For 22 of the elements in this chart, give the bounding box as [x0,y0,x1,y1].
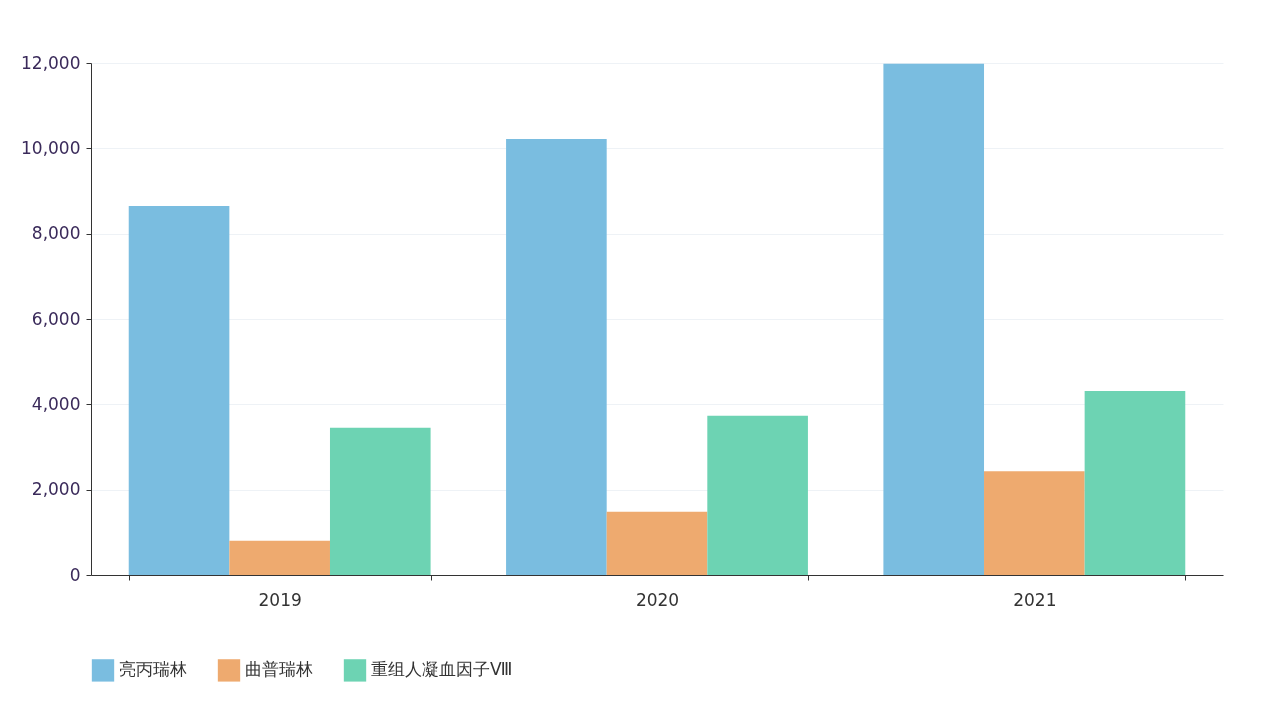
bar [606,511,708,575]
bar [329,427,431,575]
y-tick-label: 2,000 [31,479,81,500]
bar [883,63,985,575]
y-tick-label: 10,000 [21,137,81,158]
y-tick-label: 6,000 [31,308,81,329]
x-tick-label: 2020 [635,589,680,610]
x-tick-label: 2021 [1013,589,1057,610]
legend-label: 曲普瑞林 [245,659,313,680]
x-tick-label: 2019 [258,589,302,610]
bar [506,138,607,575]
legend-label: 亮丙瑞林 [119,659,187,680]
bar [984,471,1085,575]
bar [707,415,808,575]
bar [1084,391,1186,575]
bar [229,540,330,575]
y-tick-label: 4,000 [31,393,81,414]
legend-label: 重组人凝血因子Ⅷ [371,659,513,680]
y-tick-label: 0 [69,564,81,585]
y-tick-label: 8,000 [31,223,81,244]
y-tick-label: 12,000 [21,52,81,73]
bar [128,205,230,575]
